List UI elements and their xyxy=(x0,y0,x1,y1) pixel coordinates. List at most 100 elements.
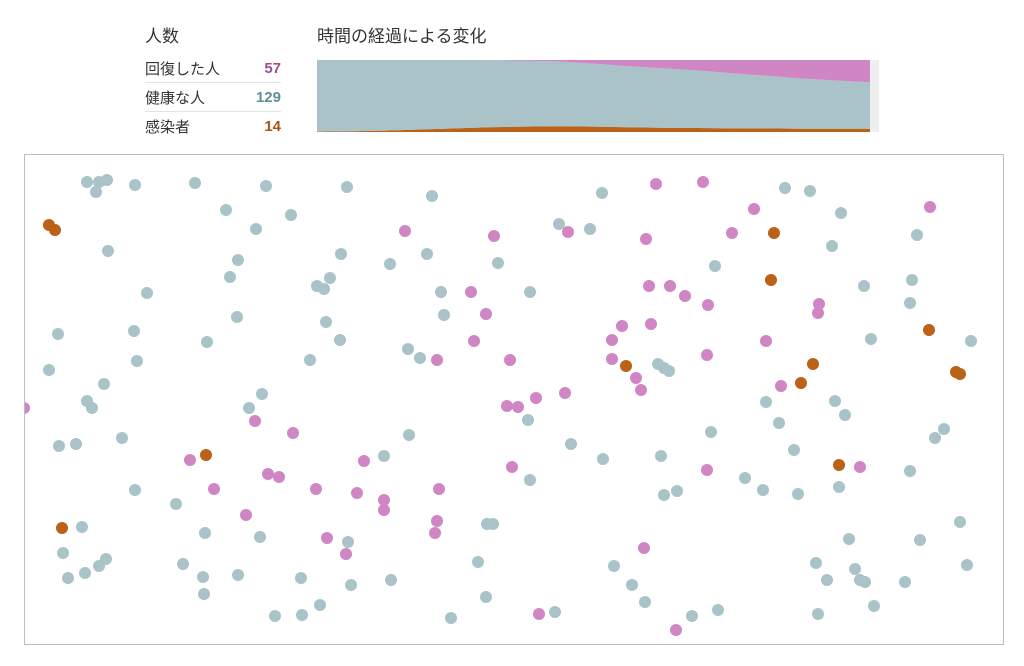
person-dot-healthy xyxy=(256,388,268,400)
person-dot-recovered xyxy=(321,532,333,544)
person-dot-recovered xyxy=(399,225,411,237)
person-dot-healthy xyxy=(938,423,950,435)
person-dot-healthy xyxy=(522,414,534,426)
person-dot-infected xyxy=(923,324,935,336)
person-dot-recovered xyxy=(431,354,443,366)
person-dot-recovered xyxy=(726,227,738,239)
person-dot-recovered xyxy=(480,308,492,320)
count-label-infected: 感染者 xyxy=(145,117,191,136)
count-value-infected: 14 xyxy=(264,117,281,135)
person-dot-recovered xyxy=(697,176,709,188)
person-dot-recovered xyxy=(760,335,772,347)
person-dot-healthy xyxy=(438,309,450,321)
person-dot-recovered xyxy=(358,455,370,467)
person-dot-healthy xyxy=(314,599,326,611)
person-dot-recovered xyxy=(506,461,518,473)
time-chart-panel: 時間の経過による変化 xyxy=(317,24,879,132)
person-dot-healthy xyxy=(812,608,824,620)
person-dot-healthy xyxy=(43,364,55,376)
person-dot-healthy xyxy=(608,560,620,572)
person-dot-recovered xyxy=(501,400,513,412)
person-dot-healthy xyxy=(435,286,447,298)
person-dot-healthy xyxy=(403,429,415,441)
person-dot-healthy xyxy=(342,536,354,548)
person-dot-healthy xyxy=(254,531,266,543)
person-dot-healthy xyxy=(232,254,244,266)
person-dot-healthy xyxy=(487,518,499,530)
person-dot-healthy xyxy=(384,258,396,270)
person-dot-healthy xyxy=(90,186,102,198)
person-dot-healthy xyxy=(788,444,800,456)
person-dot-healthy xyxy=(170,498,182,510)
person-dot-healthy xyxy=(295,572,307,584)
person-dot-recovered xyxy=(679,290,691,302)
person-dot-recovered xyxy=(643,280,655,292)
person-dot-recovered xyxy=(468,335,480,347)
area-chart-svg xyxy=(317,60,870,132)
person-dot-healthy xyxy=(810,557,822,569)
person-dot-healthy xyxy=(906,274,918,286)
person-dot-recovered xyxy=(262,468,274,480)
person-dot-healthy xyxy=(52,328,64,340)
person-dot-healthy xyxy=(177,558,189,570)
count-row-recovered: 回復した人 57 xyxy=(145,54,281,83)
person-dot-healthy xyxy=(804,185,816,197)
person-dot-healthy xyxy=(839,409,851,421)
person-dot-healthy xyxy=(189,177,201,189)
person-dot-healthy xyxy=(243,402,255,414)
person-dot-healthy xyxy=(865,333,877,345)
person-dot-healthy xyxy=(320,316,332,328)
person-dot-healthy xyxy=(70,438,82,450)
person-dot-healthy xyxy=(757,484,769,496)
person-dot-healthy xyxy=(304,354,316,366)
person-dot-healthy xyxy=(779,182,791,194)
person-dot-recovered xyxy=(351,487,363,499)
person-dot-recovered xyxy=(512,401,524,413)
person-dot-healthy xyxy=(929,432,941,444)
person-dot-healthy xyxy=(914,534,926,546)
person-dot-recovered xyxy=(670,624,682,636)
count-label-healthy: 健康な人 xyxy=(145,88,206,107)
person-dot-healthy xyxy=(821,574,833,586)
person-dot-recovered xyxy=(184,454,196,466)
person-dot-healthy xyxy=(86,402,98,414)
person-dot-healthy xyxy=(414,352,426,364)
person-dot-healthy xyxy=(663,365,675,377)
person-dot-healthy xyxy=(250,223,262,235)
person-dot-healthy xyxy=(868,600,880,612)
person-dot-healthy xyxy=(402,343,414,355)
person-dot-healthy xyxy=(792,488,804,500)
person-dot-healthy xyxy=(760,396,772,408)
person-dot-healthy xyxy=(62,572,74,584)
person-dot-infected xyxy=(768,227,780,239)
person-dot-healthy xyxy=(57,547,69,559)
person-dot-recovered xyxy=(812,307,824,319)
person-dot-recovered xyxy=(504,354,516,366)
person-dot-recovered xyxy=(287,427,299,439)
person-dot-recovered xyxy=(748,203,760,215)
person-dot-healthy xyxy=(658,489,670,501)
person-dot-healthy xyxy=(965,335,977,347)
person-dot-healthy xyxy=(231,311,243,323)
person-dot-recovered xyxy=(606,334,618,346)
person-dot-healthy xyxy=(81,176,93,188)
person-dot-recovered xyxy=(208,483,220,495)
person-dot-healthy xyxy=(705,426,717,438)
stacked-area-chart xyxy=(317,60,879,132)
person-dot-infected xyxy=(807,358,819,370)
person-dot-infected xyxy=(620,360,632,372)
person-dot-healthy xyxy=(79,567,91,579)
person-dot-healthy xyxy=(961,559,973,571)
person-dot-healthy xyxy=(549,606,561,618)
person-dot-healthy xyxy=(224,271,236,283)
person-dot-recovered xyxy=(249,415,261,427)
person-dot-healthy xyxy=(324,272,336,284)
person-dot-recovered xyxy=(559,387,571,399)
person-dot-healthy xyxy=(639,596,651,608)
person-dot-healthy xyxy=(835,207,847,219)
person-dot-healthy xyxy=(93,560,105,572)
person-dot-healthy xyxy=(709,260,721,272)
person-dot-healthy xyxy=(524,286,536,298)
count-row-healthy: 健康な人 129 xyxy=(145,83,281,112)
person-dot-healthy xyxy=(584,223,596,235)
